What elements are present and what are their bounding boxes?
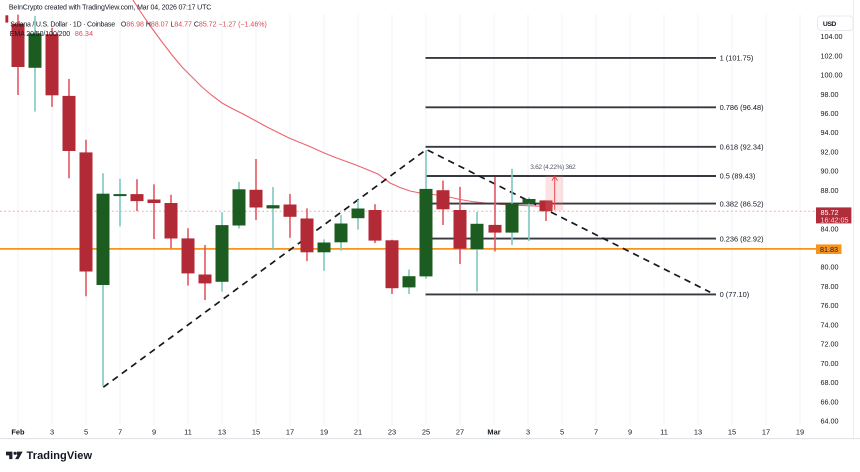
svg-text:25: 25: [422, 428, 430, 437]
svg-text:17: 17: [286, 428, 294, 437]
svg-text:0.786 (96.48): 0.786 (96.48): [720, 103, 764, 112]
svg-text:TradingView: TradingView: [27, 450, 93, 462]
svg-text:15: 15: [728, 428, 736, 437]
svg-text:92.00: 92.00: [821, 147, 839, 156]
svg-text:96.00: 96.00: [821, 109, 839, 118]
svg-text:66.00: 66.00: [821, 397, 839, 406]
svg-text:102.00: 102.00: [821, 51, 843, 60]
svg-text:11: 11: [660, 428, 668, 437]
svg-text:27: 27: [456, 428, 464, 437]
svg-text:9: 9: [628, 428, 632, 437]
svg-text:Solana / U.S. Dollar · 1D · Co: Solana / U.S. Dollar · 1D · Coinbase: [10, 22, 115, 29]
svg-text:104.00: 104.00: [821, 32, 843, 41]
svg-text:16:42:05: 16:42:05: [821, 215, 849, 224]
svg-text:3.62 (4.22%) 362: 3.62 (4.22%) 362: [530, 164, 576, 171]
svg-text:0.618 (92.34): 0.618 (92.34): [720, 143, 764, 152]
svg-text:100.00: 100.00: [821, 71, 843, 80]
svg-text:86.34: 86.34: [75, 31, 93, 38]
svg-text:98.00: 98.00: [821, 90, 839, 99]
svg-text:78.00: 78.00: [821, 282, 839, 291]
svg-text:0.5 (89.43): 0.5 (89.43): [720, 172, 756, 181]
svg-text:O86.98 H88.07 L84.77 C85.72 −1: O86.98 H88.07 L84.77 C85.72 −1.27 (−1.46…: [121, 22, 267, 29]
svg-text:11: 11: [184, 428, 192, 437]
svg-text:5: 5: [560, 428, 564, 437]
svg-text:9: 9: [152, 428, 156, 437]
svg-text:72.00: 72.00: [821, 340, 839, 349]
svg-text:13: 13: [694, 428, 702, 437]
svg-text:3: 3: [50, 428, 54, 437]
svg-text:Feb: Feb: [11, 428, 25, 437]
svg-text:Mar: Mar: [487, 428, 500, 437]
svg-text:23: 23: [388, 428, 396, 437]
svg-text:76.00: 76.00: [821, 301, 839, 310]
svg-text:68.00: 68.00: [821, 378, 839, 387]
svg-text:EMA 20/50/100/200: EMA 20/50/100/200: [10, 31, 70, 38]
svg-text:5: 5: [84, 428, 88, 437]
svg-text:0 (77.10): 0 (77.10): [720, 290, 750, 299]
svg-text:1 (101.75): 1 (101.75): [720, 54, 754, 63]
svg-text:19: 19: [320, 428, 328, 437]
svg-text:88.00: 88.00: [821, 186, 839, 195]
svg-text:94.00: 94.00: [821, 128, 839, 137]
svg-text:21: 21: [354, 428, 362, 437]
svg-text:70.00: 70.00: [821, 359, 839, 368]
svg-text:0.236 (82.92): 0.236 (82.92): [720, 234, 764, 243]
svg-text:90.00: 90.00: [821, 167, 839, 176]
svg-text:81.83: 81.83: [820, 245, 838, 254]
svg-text:64.00: 64.00: [821, 417, 839, 426]
svg-text:84.00: 84.00: [821, 224, 839, 233]
svg-text:0.382 (86.52): 0.382 (86.52): [720, 199, 764, 208]
svg-text:85.72: 85.72: [821, 208, 839, 217]
svg-text:15: 15: [252, 428, 260, 437]
svg-text:74.00: 74.00: [821, 320, 839, 329]
svg-text:7: 7: [594, 428, 598, 437]
svg-text:13: 13: [218, 428, 226, 437]
svg-text:17: 17: [762, 428, 770, 437]
svg-text:7: 7: [118, 428, 122, 437]
svg-text:80.00: 80.00: [821, 263, 839, 272]
svg-text:BeInCrypto created with Tradin: BeInCrypto created with TradingView.com,…: [9, 4, 211, 11]
svg-text:USD: USD: [823, 21, 836, 28]
svg-text:3: 3: [526, 428, 530, 437]
svg-text:19: 19: [796, 428, 804, 437]
